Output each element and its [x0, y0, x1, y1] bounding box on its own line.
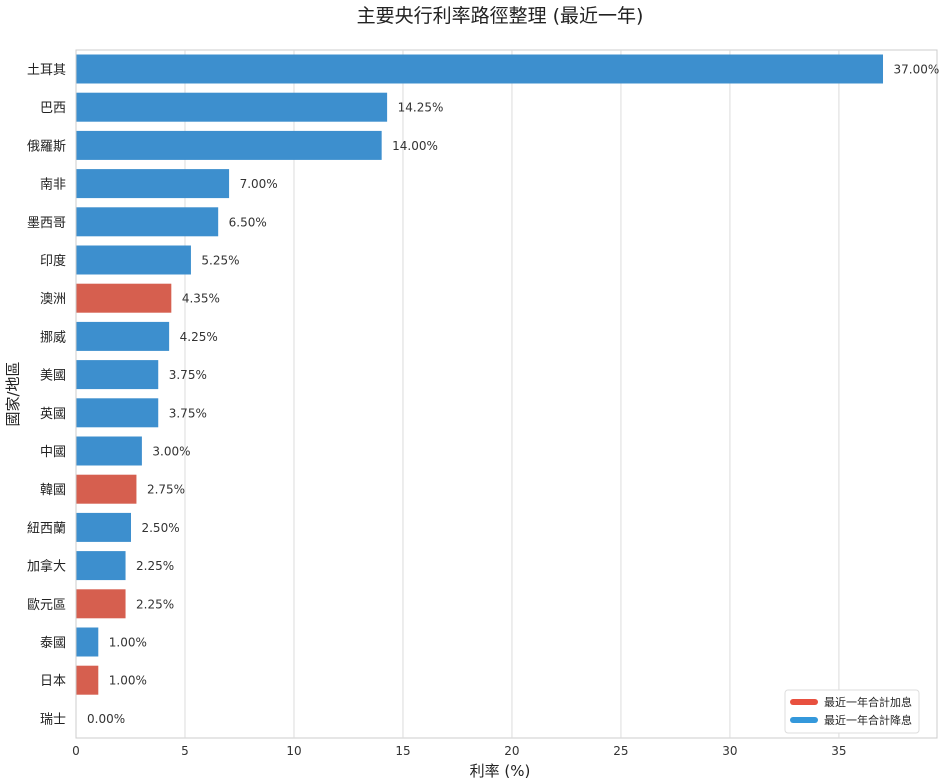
bar-cut	[76, 169, 230, 199]
bar-cut	[76, 207, 219, 237]
data-label: 3.75%	[169, 368, 207, 382]
bar-cut	[76, 627, 99, 657]
category-label: 歐元區	[27, 598, 66, 613]
x-tick-label: 10	[286, 744, 301, 758]
data-label: 2.50%	[141, 521, 179, 535]
category-label: 澳洲	[40, 291, 66, 307]
data-label: 2.75%	[147, 483, 185, 497]
bar-cut	[76, 92, 388, 122]
bar-cut	[76, 321, 170, 351]
x-tick-labels: 0 5 10 15 20 25 30 35	[72, 744, 846, 758]
data-label: 5.25%	[201, 254, 239, 268]
legend-swatch-cut	[790, 717, 818, 723]
bar-cut	[76, 551, 126, 581]
x-tick-label: 20	[504, 744, 519, 758]
x-tick-label: 25	[613, 744, 628, 758]
category-label: 土耳其	[27, 63, 66, 78]
category-label: 墨西哥	[27, 216, 66, 231]
bar-cut	[76, 512, 131, 542]
legend-label-cut: 最近一年合計降息	[824, 713, 912, 727]
category-label: 韓國	[40, 483, 66, 498]
category-label: 南非	[40, 177, 66, 193]
data-label: 3.00%	[152, 445, 190, 459]
category-label: 挪威	[40, 330, 66, 345]
bar-cut	[76, 360, 159, 390]
data-label: 3.75%	[169, 406, 207, 420]
bar-cut	[76, 398, 159, 428]
category-label: 日本	[40, 674, 66, 689]
x-tick-label: 15	[395, 744, 410, 758]
data-label: 4.35%	[182, 292, 220, 306]
data-label: 2.25%	[136, 597, 174, 611]
bar-hike	[76, 283, 172, 313]
bar-hike	[76, 589, 126, 619]
data-label: 1.00%	[109, 636, 147, 650]
x-axis-label: 利率 (%)	[470, 762, 531, 780]
x-tick-label: 30	[722, 744, 737, 758]
x-tick-label: 5	[181, 744, 189, 758]
category-label: 中國	[40, 445, 66, 460]
x-tick-label: 0	[72, 744, 80, 758]
category-label: 泰國	[40, 636, 66, 651]
bar-cut	[76, 436, 142, 466]
bars: 37.00% 14.25% 14.00% 7.00% 6.50% 5.25% 4.35% 4.…	[76, 54, 940, 726]
data-label: 1.00%	[109, 674, 147, 688]
legend-label-hike: 最近一年合計加息	[824, 695, 912, 709]
bar-hike	[76, 474, 137, 504]
category-label: 俄羅斯	[27, 139, 66, 154]
bar-cut	[76, 245, 191, 275]
legend-box	[784, 689, 920, 734]
data-label: 2.25%	[136, 559, 174, 573]
y-axis-label: 國家/地區	[4, 361, 22, 426]
data-label: 14.25%	[398, 101, 444, 115]
gridlines	[184, 50, 840, 738]
legend: 最近一年合計加息 最近一年合計降息	[784, 689, 920, 734]
bar-hike	[76, 665, 99, 695]
plot-area	[75, 49, 938, 739]
category-label: 印度	[40, 253, 66, 269]
category-labels: 土耳其巴西俄羅斯南非墨西哥印度澳洲挪威美國英國中國韓國紐西蘭加拿大歐元區泰國日本…	[27, 63, 66, 727]
category-label: 巴西	[40, 101, 66, 116]
bar-cut	[76, 54, 884, 84]
legend-swatch-hike	[790, 699, 818, 705]
data-label: 6.50%	[229, 215, 267, 229]
data-label: 7.00%	[240, 177, 278, 191]
category-label: 瑞士	[40, 712, 66, 727]
data-label: 14.00%	[392, 139, 438, 153]
chart-title: 主要央行利率路徑整理 (最近一年)	[357, 5, 644, 27]
x-tick-label: 35	[831, 744, 846, 758]
data-label: 37.00%	[894, 63, 940, 77]
data-label: 0.00%	[87, 712, 125, 726]
category-label: 加拿大	[27, 559, 66, 575]
data-label: 4.25%	[180, 330, 218, 344]
category-label: 美國	[40, 369, 66, 384]
category-label: 紐西蘭	[27, 520, 66, 536]
category-label: 英國	[40, 407, 66, 422]
bar-cut	[76, 130, 382, 160]
